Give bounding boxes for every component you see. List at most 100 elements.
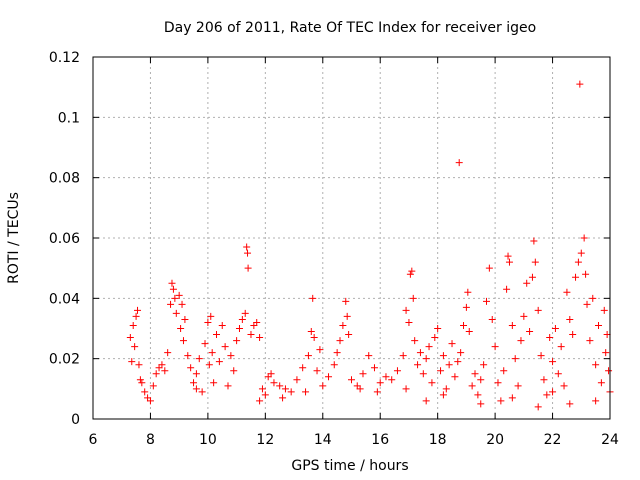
data-point <box>531 258 539 266</box>
grid-lines <box>93 57 610 419</box>
data-point <box>128 358 136 366</box>
data-point <box>356 385 364 393</box>
data-point <box>439 391 447 399</box>
data-point <box>574 258 582 266</box>
data-point <box>414 361 422 369</box>
data-point <box>500 367 508 375</box>
data-point <box>168 279 176 287</box>
plot-frame <box>92 56 611 420</box>
data-point <box>468 382 476 390</box>
data-point <box>302 388 310 396</box>
data-point <box>528 273 536 281</box>
data-point <box>546 334 554 342</box>
data-point <box>422 397 430 405</box>
data-point <box>136 376 144 384</box>
data-point <box>213 331 221 339</box>
data-point <box>138 379 146 387</box>
data-point <box>131 343 139 351</box>
data-point <box>462 303 470 311</box>
data-point <box>177 325 185 332</box>
data-point <box>537 352 545 360</box>
data-point <box>517 337 525 345</box>
data-point <box>431 334 439 342</box>
data-point <box>526 328 534 336</box>
chart-title: Day 206 of 2011, Rate Of TEC Index for r… <box>164 20 536 36</box>
data-point <box>583 300 591 308</box>
data-point <box>569 331 577 339</box>
data-point <box>215 358 223 366</box>
data-point <box>279 394 287 402</box>
data-point <box>551 325 559 332</box>
data-point <box>460 321 468 329</box>
y-tick-label: 0.08 <box>49 171 80 187</box>
data-point <box>549 358 557 366</box>
data-point <box>543 391 551 399</box>
data-point <box>405 318 413 326</box>
y-tick-label: 0.12 <box>49 50 80 66</box>
data-point <box>256 334 264 342</box>
data-point <box>402 306 410 314</box>
data-point <box>376 379 384 387</box>
data-point <box>406 270 414 278</box>
data-point <box>411 337 419 345</box>
data-point <box>149 382 157 390</box>
data-point <box>586 337 594 345</box>
data-point <box>192 370 200 378</box>
data-point <box>566 315 574 323</box>
data-point <box>184 352 192 360</box>
data-point <box>325 373 333 381</box>
data-point <box>304 352 312 360</box>
data-point <box>597 379 605 387</box>
data-point <box>508 394 516 402</box>
data-point <box>181 315 189 323</box>
data-point <box>497 397 505 405</box>
data-point <box>457 349 465 357</box>
data-point <box>557 343 565 351</box>
data-point <box>595 321 603 329</box>
x-tick-label: 14 <box>314 432 332 448</box>
data-point <box>336 337 344 345</box>
data-point <box>158 361 166 369</box>
data-point <box>508 321 516 329</box>
data-point <box>244 264 252 272</box>
data-point <box>155 364 163 372</box>
data-point <box>164 349 172 357</box>
data-point <box>409 294 417 302</box>
data-point <box>276 382 284 390</box>
data-point <box>451 373 459 381</box>
data-point <box>201 340 209 348</box>
data-point <box>353 382 361 390</box>
data-point <box>523 279 531 287</box>
data-point <box>247 331 255 339</box>
data-point <box>445 361 453 369</box>
data-point <box>393 367 401 375</box>
data-point <box>187 364 195 372</box>
data-point <box>146 397 154 405</box>
data-point <box>534 403 542 411</box>
x-tick-label: 20 <box>486 432 504 448</box>
y-tick-label: 0.1 <box>58 110 80 126</box>
data-point <box>161 367 169 375</box>
data-point <box>474 391 482 399</box>
data-point <box>175 291 183 299</box>
data-point <box>359 370 367 378</box>
data-point <box>455 159 463 167</box>
data-point <box>399 352 407 360</box>
data-point <box>554 370 562 378</box>
data-point <box>454 358 462 366</box>
x-axis-label: GPS time / hours <box>291 458 408 474</box>
x-tick-label: 12 <box>256 432 274 448</box>
data-point <box>494 379 502 387</box>
data-point <box>480 361 488 369</box>
data-point <box>253 318 261 326</box>
x-tick-label: 18 <box>429 432 447 448</box>
axis-ticks <box>92 56 611 420</box>
data-point <box>221 343 229 351</box>
data-point <box>310 334 318 342</box>
data-point <box>141 388 149 396</box>
data-point <box>603 331 611 339</box>
data-point <box>256 397 264 405</box>
data-point <box>505 258 513 266</box>
data-point <box>370 364 378 372</box>
